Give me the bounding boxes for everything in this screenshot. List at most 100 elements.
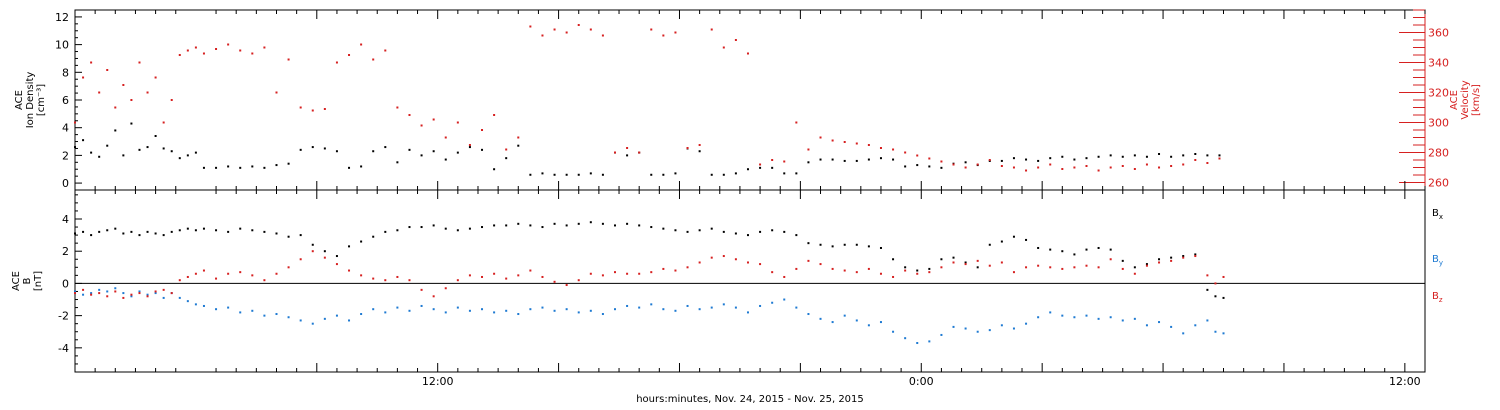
top-y2label: ACE Velocity [km/s] xyxy=(1449,80,1482,119)
b-field-point xyxy=(952,256,955,259)
b-field-point xyxy=(1109,316,1112,319)
b-field-point xyxy=(541,306,544,309)
density-velocity-point xyxy=(215,166,218,169)
top-ylabel: ACE Ion Density [cm⁻³] xyxy=(14,72,47,129)
density-velocity-point xyxy=(843,141,846,143)
density-velocity-point xyxy=(408,148,411,151)
density-velocity-point xyxy=(432,118,435,121)
b-field-point xyxy=(1000,261,1003,264)
top-y2tick-label: 340 xyxy=(1428,57,1449,70)
b-field-point xyxy=(372,277,375,280)
b-field-point xyxy=(227,272,230,275)
b-field-point xyxy=(892,330,895,333)
b-field-point xyxy=(517,313,520,316)
b-field-point xyxy=(964,263,967,266)
b-field-point xyxy=(178,296,181,299)
density-velocity-point xyxy=(130,122,133,125)
b-field-point xyxy=(178,279,181,282)
b-field-point xyxy=(505,224,508,227)
top-y2label-line: Velocity xyxy=(1460,80,1471,119)
density-velocity-point xyxy=(130,99,133,101)
b-field-point xyxy=(372,308,375,311)
density-velocity-point xyxy=(170,99,173,101)
density-velocity-point xyxy=(626,154,629,157)
b-field-point xyxy=(1214,295,1217,298)
density-velocity-point xyxy=(106,69,109,71)
b-field-point xyxy=(988,264,991,267)
x-axis-label: hours:minutes, Nov. 24, 2015 - Nov. 25, … xyxy=(636,394,864,405)
bottom-ytick-label: -2 xyxy=(58,310,69,323)
top-y2tick-label: 260 xyxy=(1428,177,1449,190)
density-velocity-point xyxy=(1170,155,1173,158)
bottom-ylabel-line: B xyxy=(22,277,33,284)
b-field-point xyxy=(892,275,895,278)
density-velocity-point xyxy=(1218,157,1221,160)
density-velocity-point xyxy=(940,160,943,163)
density-velocity-point xyxy=(904,151,907,154)
b-field-point xyxy=(928,267,931,270)
b-field-point xyxy=(456,306,459,309)
b-field-point xyxy=(444,311,447,314)
b-field-point xyxy=(988,243,991,246)
b-field-point xyxy=(420,226,423,229)
density-velocity-point xyxy=(275,91,278,94)
b-field-point xyxy=(162,288,165,291)
series-label-z: Bz xyxy=(1432,291,1443,304)
b-field-point xyxy=(964,327,967,330)
density-velocity-point xyxy=(928,157,931,160)
density-velocity-point xyxy=(746,52,749,55)
density-velocity-point xyxy=(1025,169,1028,172)
b-field-point xyxy=(384,230,387,233)
b-field-point xyxy=(408,226,411,229)
top-ylabel-line: Ion Density xyxy=(25,72,36,129)
b-field-point xyxy=(686,304,689,307)
b-field-point xyxy=(831,267,834,270)
b-field-point xyxy=(529,224,532,227)
density-velocity-point xyxy=(892,148,895,151)
b-field-point xyxy=(481,308,484,311)
b-field-point xyxy=(1097,266,1100,269)
b-field-point xyxy=(98,288,101,291)
b-field-point xyxy=(746,311,749,314)
b-field-point xyxy=(879,246,882,249)
density-velocity-point xyxy=(82,139,85,142)
density-velocity-point xyxy=(855,142,858,145)
b-field-point xyxy=(1121,267,1124,270)
b-field-point xyxy=(589,272,592,275)
b-field-point xyxy=(1025,238,1028,241)
density-velocity-point xyxy=(1121,155,1124,158)
b-field-point xyxy=(807,259,810,262)
density-velocity-point xyxy=(299,148,302,151)
b-field-point xyxy=(299,319,302,322)
density-velocity-point xyxy=(90,151,93,154)
b-field-point xyxy=(360,274,363,277)
b-field-point xyxy=(904,269,907,272)
top-y2tick-label: 280 xyxy=(1428,147,1449,160)
density-velocity-point xyxy=(529,25,532,28)
density-velocity-point xyxy=(1085,165,1088,167)
density-velocity-point xyxy=(186,49,189,52)
b-field-point xyxy=(114,227,117,230)
density-velocity-point xyxy=(565,31,568,34)
b-field-point xyxy=(90,234,93,237)
density-velocity-point xyxy=(360,165,363,168)
b-field-point xyxy=(1000,324,1003,327)
density-velocity-point xyxy=(1061,155,1064,158)
top-ytick-label: 8 xyxy=(62,66,69,79)
b-field-point xyxy=(1085,248,1088,251)
b-field-point xyxy=(106,290,109,293)
density-velocity-point xyxy=(444,158,447,161)
density-velocity-point xyxy=(855,159,858,162)
b-field-point xyxy=(940,258,943,261)
b-field-point xyxy=(904,337,907,340)
density-velocity-point xyxy=(601,173,604,176)
b-field-point xyxy=(855,243,858,246)
b-field-point xyxy=(138,292,141,295)
density-velocity-point xyxy=(1025,158,1028,161)
b-field-point xyxy=(420,288,423,291)
density-velocity-point xyxy=(710,173,713,176)
b-field-point xyxy=(130,230,133,233)
density-velocity-point xyxy=(879,157,882,160)
density-velocity-point xyxy=(819,136,822,139)
density-velocity-point xyxy=(146,91,149,94)
